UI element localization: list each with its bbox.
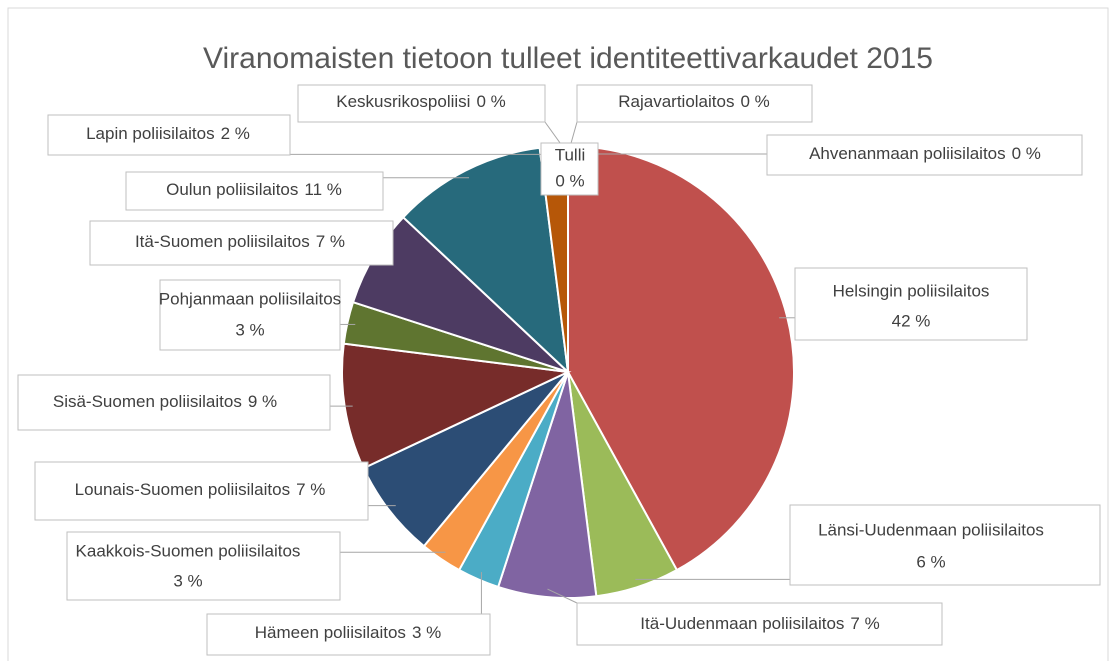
label-box [540, 142, 599, 196]
label-box [766, 134, 1083, 176]
label-box [789, 504, 1101, 586]
data-label-value: 0 % [476, 92, 505, 111]
data-label-name: Keskusrikospoliisi [336, 92, 470, 111]
data-label-name: Itä-Uudenmaan poliisilaitos [640, 614, 844, 633]
data-label-name: Sisä-Suomen poliisilaitos [53, 392, 242, 411]
chart-title: Viranomaisten tietoon tulleet identiteet… [203, 42, 933, 75]
data-label-name: Itä-Suomen poliisilaitos [135, 232, 310, 251]
label-box [159, 279, 341, 351]
data-label-value: 9 % [248, 392, 277, 411]
data-label: Hämeen poliisilaitos 3 % [255, 623, 441, 642]
data-label-value: 42 % [892, 311, 931, 330]
data-label-value: 7 % [296, 480, 325, 499]
label-box [17, 374, 331, 431]
label-box [89, 220, 394, 266]
data-label-name: Ahvenanmaan poliisilaitos [809, 144, 1006, 163]
data-label: Lapin poliisilaitos 2 % [86, 124, 250, 143]
data-label: Sisä-Suomen poliisilaitos 9 % [53, 392, 277, 411]
data-label: Rajavartiolaitos 0 % [618, 92, 770, 111]
data-label: Oulun poliisilaitos 11 % [166, 180, 342, 199]
label-box [576, 602, 943, 646]
data-label-value: 3 % [412, 623, 441, 642]
data-label-value: 11 % [304, 180, 342, 199]
data-label: Keskusrikospoliisi 0 % [336, 92, 505, 111]
label-box [34, 461, 369, 521]
data-label-value: 0 % [555, 171, 584, 190]
data-label-name: Lounais-Suomen poliisilaitos [75, 480, 290, 499]
label-box [794, 267, 1028, 341]
data-label-name: Kaakkois-Suomen poliisilaitos [76, 541, 301, 560]
data-label: Lounais-Suomen poliisilaitos 7 % [75, 480, 326, 499]
label-box [576, 84, 813, 123]
data-label-value: 7 % [316, 232, 345, 251]
data-label-name: Hämeen poliisilaitos [255, 623, 406, 642]
label-box [297, 84, 546, 123]
data-label-value: 0 % [740, 92, 769, 111]
data-label: Ahvenanmaan poliisilaitos 0 % [809, 144, 1041, 163]
data-label: Itä-Suomen poliisilaitos 7 % [135, 232, 345, 251]
data-label-value: 3 % [235, 320, 264, 339]
label-box [206, 613, 491, 656]
data-label-name: Pohjanmaan poliisilaitos [159, 289, 341, 308]
data-label-value: 2 % [221, 124, 250, 143]
label-box [125, 171, 384, 211]
data-label-name: Tulli [555, 145, 586, 164]
label-box [47, 114, 291, 156]
data-label-value: 0 % [1012, 144, 1041, 163]
data-label-name: Lapin poliisilaitos [86, 124, 215, 143]
data-label-value: 7 % [850, 614, 879, 633]
data-label-value: 3 % [173, 571, 202, 590]
data-label-name: Helsingin poliisilaitos [833, 281, 990, 300]
data-label-value: 6 % [916, 552, 945, 571]
label-box [66, 531, 341, 601]
data-label: Itä-Uudenmaan poliisilaitos 7 % [640, 614, 879, 633]
data-label-name: Länsi-Uudenmaan poliisilaitos [818, 520, 1044, 539]
pie-slice [401, 146, 570, 375]
pie-slice [567, 144, 795, 572]
leader-line [547, 588, 578, 604]
data-label-name: Oulun poliisilaitos [166, 180, 298, 199]
data-label-name: Rajavartiolaitos [618, 92, 734, 111]
